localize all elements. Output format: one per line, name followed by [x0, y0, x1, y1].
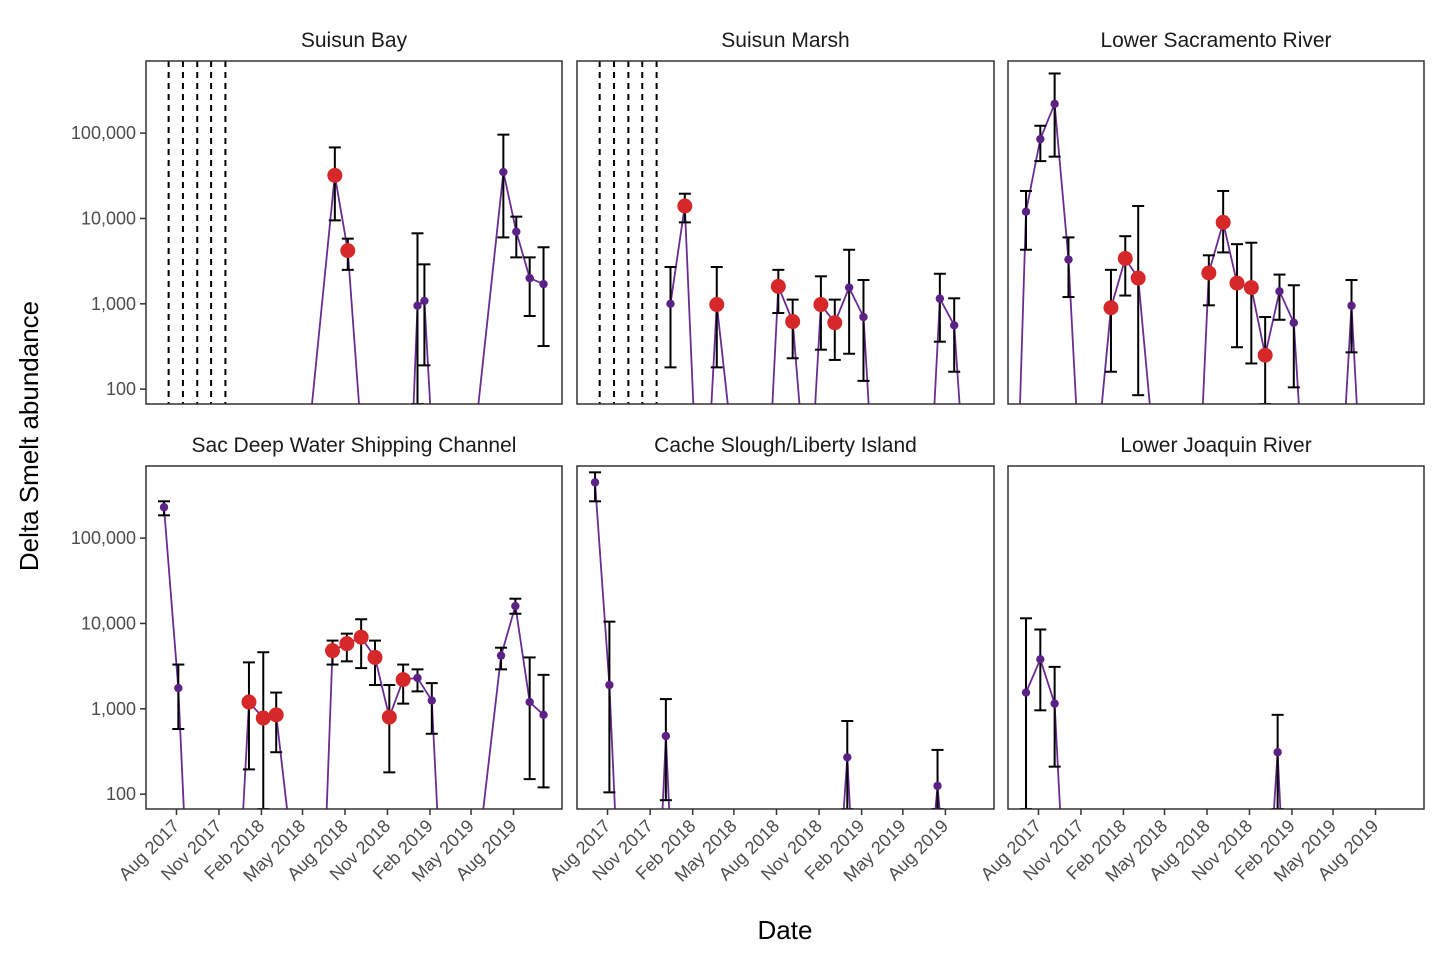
data-point-large — [339, 636, 355, 652]
x-axis-title: Date — [758, 915, 813, 945]
y-tick-label: 100,000 — [71, 528, 136, 548]
data-point — [1273, 748, 1282, 757]
data-point — [1021, 207, 1031, 216]
panel-title: Suisun Bay — [301, 29, 408, 52]
data-point — [1050, 99, 1059, 109]
data-point — [159, 503, 169, 512]
data-point-large — [1229, 275, 1245, 291]
data-point — [949, 321, 959, 330]
panel-plot-area — [598, 61, 961, 404]
y-axis-title: Delta Smelt abundance — [14, 301, 44, 571]
panel-title: Cache Slough/Liberty Island — [654, 434, 917, 457]
data-point — [427, 696, 436, 705]
data-point-large — [381, 709, 397, 725]
data-point — [844, 283, 854, 292]
series-line — [1019, 103, 1358, 404]
data-point-large — [325, 643, 341, 659]
data-point — [605, 680, 614, 690]
panel-plot-area — [158, 500, 550, 809]
y-tick-label: 1,000 — [91, 699, 136, 719]
data-point — [420, 296, 429, 306]
data-point — [539, 279, 548, 289]
data-point-large — [1117, 250, 1133, 266]
panel-border — [1007, 60, 1425, 405]
panel-border — [576, 60, 995, 405]
panel-title: Sac Deep Water Shipping Channel — [192, 434, 517, 457]
data-point — [1036, 655, 1045, 664]
panel-plot-area — [1020, 617, 1284, 809]
data-point — [511, 601, 520, 611]
data-point — [539, 710, 548, 720]
data-point — [499, 167, 508, 177]
data-point — [666, 299, 675, 309]
data-point — [1275, 287, 1284, 296]
y-tick-label: 10,000 — [81, 208, 136, 228]
y-tick-label: 100 — [106, 784, 136, 804]
panel-border — [1007, 465, 1425, 810]
data-point-large — [255, 710, 271, 726]
panel-border — [576, 465, 995, 810]
data-point — [413, 673, 422, 683]
panel-border — [145, 465, 563, 810]
data-point-large — [395, 672, 411, 688]
data-point — [661, 731, 671, 741]
data-point — [1347, 301, 1356, 310]
facet-panel: Suisun Bay 100 1,000 10,000 100,000 — [71, 29, 563, 405]
data-point — [1289, 318, 1298, 327]
panel-title: Lower Joaquin River — [1120, 434, 1311, 457]
data-point-large — [353, 629, 369, 645]
data-point — [933, 781, 942, 791]
data-point-large — [367, 649, 383, 665]
panel-plot-area — [1019, 72, 1358, 404]
data-point-large — [827, 315, 843, 331]
data-point — [496, 651, 506, 660]
data-point — [590, 478, 600, 487]
data-point — [859, 312, 868, 322]
data-point-large — [1201, 265, 1217, 281]
data-point-large — [340, 243, 356, 259]
panel-border — [145, 60, 563, 405]
data-point-large — [677, 198, 693, 214]
y-tick-label: 100,000 — [71, 123, 136, 143]
panel-plot-area — [589, 471, 944, 809]
panel-plot-area — [167, 61, 550, 404]
data-point — [512, 227, 521, 236]
data-point-large — [813, 297, 829, 313]
facet-panel: Suisun Marsh — [576, 29, 995, 405]
data-point — [525, 273, 534, 283]
data-point-large — [1103, 300, 1119, 316]
data-point-large — [709, 297, 725, 313]
data-point — [174, 683, 183, 693]
data-point — [1050, 699, 1059, 708]
data-point-large — [785, 314, 801, 330]
data-point — [1036, 134, 1045, 144]
y-tick-label: 10,000 — [81, 613, 136, 633]
panel-title: Suisun Marsh — [721, 29, 849, 52]
data-point-large — [770, 278, 786, 294]
panel-title: Lower Sacramento River — [1100, 29, 1331, 52]
data-point-large — [268, 707, 284, 723]
data-point-large — [1257, 347, 1273, 363]
y-tick-label: 100 — [106, 379, 136, 399]
data-point-large — [327, 167, 343, 183]
facet-panel: Lower Sacramento River — [1007, 29, 1425, 405]
data-point — [1064, 255, 1073, 264]
data-point-large — [1130, 270, 1146, 286]
data-point — [935, 294, 945, 303]
data-point — [1021, 688, 1031, 697]
data-point — [413, 301, 422, 310]
y-tick-label: 1,000 — [91, 294, 136, 314]
data-point-large — [1215, 214, 1231, 230]
data-point-large — [1243, 280, 1259, 296]
data-point — [843, 753, 852, 762]
data-point — [525, 697, 534, 707]
data-point-large — [241, 694, 257, 710]
